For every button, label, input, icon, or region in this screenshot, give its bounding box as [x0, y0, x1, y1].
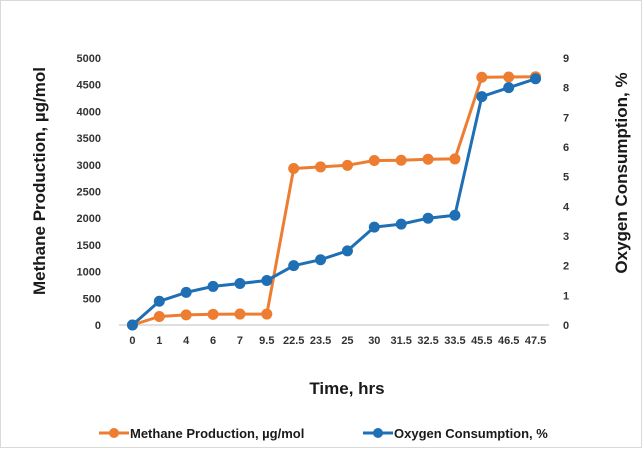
- data-point: [288, 260, 300, 272]
- y2-axis-title: Oxygen Consumption, %: [612, 72, 631, 273]
- x-tick-label: 30: [368, 335, 380, 347]
- series-line: [131, 77, 537, 327]
- data-point: [153, 310, 165, 322]
- data-point: [503, 82, 515, 94]
- legend-label: Methane Production, µg/mol: [130, 426, 304, 441]
- series-2: [126, 73, 542, 331]
- y2-tick-label: 5: [563, 172, 569, 184]
- y-tick-label: 1500: [77, 240, 101, 252]
- data-point: [234, 308, 246, 320]
- data-point: [530, 73, 542, 85]
- y2-tick-label: 6: [563, 142, 569, 154]
- x-tick-label: 46.5: [498, 335, 519, 347]
- x-tick-label: 23.5: [310, 335, 331, 347]
- legend-item-2: Oxygen Consumption, %: [363, 426, 548, 441]
- y2-tick-label: 4: [563, 201, 570, 213]
- x-tick-label: 33.5: [444, 335, 465, 347]
- data-point: [261, 308, 273, 320]
- y-axis-title: Methane Production, µg/mol: [30, 67, 49, 295]
- data-point: [422, 153, 434, 165]
- x-tick-label: 1: [156, 335, 162, 347]
- data-point: [422, 212, 434, 224]
- x-tick-label: 6: [210, 335, 216, 347]
- y-tick-label: 1000: [77, 267, 101, 279]
- data-point: [341, 159, 353, 171]
- data-point: [207, 280, 219, 292]
- data-point: [368, 155, 380, 167]
- y-tick-label: 500: [83, 293, 101, 305]
- data-point: [503, 71, 515, 83]
- axes: 0500100015002000250030003500400045005000…: [77, 53, 570, 347]
- x-tick-label: 22.5: [283, 335, 304, 347]
- y2-tick-label: 7: [563, 112, 569, 124]
- y2-tick-label: 9: [563, 53, 569, 65]
- data-point: [180, 309, 192, 321]
- x-tick-label: 9.5: [259, 335, 274, 347]
- x-tick-label: 31.5: [390, 335, 411, 347]
- y-tick-label: 4500: [77, 80, 101, 92]
- y-tick-label: 3500: [77, 133, 101, 145]
- y-tick-label: 0: [95, 320, 101, 332]
- data-point: [153, 295, 165, 307]
- legend-label: Oxygen Consumption, %: [394, 426, 548, 441]
- x-tick-label: 4: [183, 335, 190, 347]
- series-1: [126, 71, 542, 331]
- y-tick-label: 4000: [77, 106, 101, 118]
- data-point: [180, 286, 192, 298]
- data-point: [315, 254, 327, 266]
- data-point: [395, 154, 407, 166]
- x-tick-label: 0: [129, 335, 135, 347]
- data-point: [395, 218, 407, 230]
- data-point: [288, 163, 300, 175]
- data-point: [315, 161, 327, 173]
- y-tick-label: 2500: [77, 187, 101, 199]
- series-line: [131, 75, 536, 327]
- y2-tick-label: 1: [563, 290, 569, 302]
- x-tick-label: 45.5: [471, 335, 492, 347]
- data-point: [476, 71, 488, 83]
- y2-tick-label: 8: [563, 83, 569, 95]
- y-tick-label: 3000: [77, 160, 101, 172]
- data-point: [368, 221, 380, 233]
- legend: Methane Production, µg/mol Oxygen Consump…: [99, 426, 548, 441]
- x-tick-label: 47.5: [525, 335, 546, 347]
- y-tick-label: 5000: [77, 53, 101, 65]
- data-point: [207, 308, 219, 320]
- y2-tick-label: 3: [563, 231, 569, 243]
- data-point: [449, 153, 461, 165]
- legend-marker: [373, 428, 383, 438]
- y-tick-label: 2000: [77, 213, 101, 225]
- data-point: [476, 91, 488, 103]
- data-point: [341, 245, 353, 257]
- data-point: [126, 319, 138, 331]
- series-layer: [126, 71, 542, 331]
- legend-marker: [109, 428, 119, 438]
- legend-item-1: Methane Production, µg/mol: [99, 426, 304, 441]
- x-tick-label: 32.5: [417, 335, 438, 347]
- data-point: [449, 209, 461, 221]
- x-axis-title: Time, hrs: [309, 379, 384, 398]
- data-point: [234, 277, 246, 289]
- y2-tick-label: 2: [563, 261, 569, 273]
- data-point: [261, 275, 273, 286]
- x-tick-label: 25: [341, 335, 353, 347]
- x-tick-label: 7: [237, 335, 243, 347]
- y2-tick-label: 0: [563, 320, 569, 332]
